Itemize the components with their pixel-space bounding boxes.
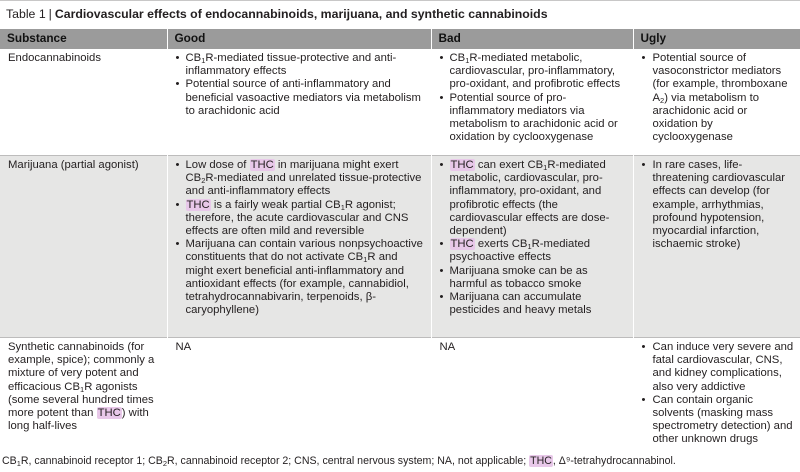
cell-substance: Synthetic cannabinoids (for example, spi… [0, 337, 167, 457]
list-item: Marijuana smoke can be as harmful as tob… [440, 265, 627, 291]
list-item: Marijuana can accumulate pesticides and … [440, 291, 627, 317]
list-item: Potential source of vasoconstrictor medi… [642, 52, 795, 144]
list-item: Marijuana can contain various nonpsychoa… [176, 238, 425, 317]
cell-good: CB1R-mediated tissue-protective and anti… [166, 49, 431, 156]
highlighted-term: THC [449, 159, 475, 171]
list-item: CB1R-mediated metabolic, cardiovascular,… [440, 52, 627, 92]
table-row: Endocannabinoids CB1R-mediated tissue-pr… [0, 49, 800, 156]
table-row: Synthetic cannabinoids (for example, spi… [0, 337, 800, 457]
bullet-list: Can induce very severe and fatal cardiov… [642, 341, 795, 447]
header-substance: Substance [0, 29, 167, 49]
list-item: THC is a fairly weak partial CB1R agonis… [176, 198, 425, 239]
table-caption: Table 1 | Cardiovascular effects of endoca… [0, 0, 800, 25]
cell-substance: Endocannabinoids [0, 49, 167, 156]
highlighted-term: THC [249, 159, 275, 171]
cell-ugly: Potential source of vasoconstrictor medi… [632, 49, 800, 156]
cell-bad: NA [430, 337, 633, 457]
highlighted-term: THC [96, 407, 122, 420]
header-bad: Bad [430, 29, 633, 49]
table-header: Substance Good Bad Ugly [0, 29, 800, 49]
cell-ugly: In rare cases, life-threatening cardiova… [632, 155, 800, 338]
header-ugly: Ugly [632, 29, 800, 49]
bullet-list: CB1R-mediated metabolic, cardiovascular,… [440, 52, 627, 144]
table-title: Cardiovascular effects of endocannabinoi… [54, 7, 548, 21]
highlighted-term: THC [529, 455, 553, 467]
effects-table: Substance Good Bad Ugly Endocannabinoids… [0, 29, 800, 457]
table-number: Table 1 [6, 7, 46, 21]
list-item: THC can exert CB1R-mediated metabolic, c… [440, 159, 627, 238]
list-item: Potential source of anti-inflammatory an… [176, 78, 425, 118]
caption-separator: | [48, 7, 52, 21]
bullet-list: Low dose of THC in marijuana might exert… [176, 159, 425, 317]
header-row: Substance Good Bad Ugly [0, 29, 800, 49]
cell-good: NA [166, 337, 431, 457]
list-item: Can contain organic solvents (masking ma… [642, 394, 795, 447]
list-item: CB1R-mediated tissue-protective and anti… [176, 52, 425, 78]
list-item: THC exerts CB1R-mediated psychoactive ef… [440, 238, 627, 264]
cell-ugly: Can induce very severe and fatal cardiov… [632, 337, 800, 457]
cell-good: Low dose of THC in marijuana might exert… [166, 155, 431, 338]
cell-substance: Marijuana (partial agonist) [0, 155, 167, 338]
table-row: Marijuana (partial agonist) Low dose of … [0, 155, 800, 338]
highlighted-term: THC [185, 198, 211, 211]
bullet-list: In rare cases, life-threatening cardiova… [642, 159, 795, 251]
highlighted-term: THC [449, 238, 475, 251]
bullet-list: THC can exert CB1R-mediated metabolic, c… [440, 159, 627, 317]
bullet-list: Potential source of vasoconstrictor medi… [642, 52, 795, 144]
table-footnote: CB1R, cannabinoid receptor 1; CB2R, cann… [2, 455, 676, 468]
list-item: Potential source of pro-inflammatory med… [440, 92, 627, 145]
list-item: In rare cases, life-threatening cardiova… [642, 159, 795, 251]
bullet-list: CB1R-mediated tissue-protective and anti… [176, 52, 425, 118]
list-item: Can induce very severe and fatal cardiov… [642, 341, 795, 394]
header-good: Good [166, 29, 431, 49]
list-item: Low dose of THC in marijuana might exert… [176, 159, 425, 199]
cell-bad: THC can exert CB1R-mediated metabolic, c… [430, 155, 633, 338]
cell-bad: CB1R-mediated metabolic, cardiovascular,… [430, 49, 633, 156]
